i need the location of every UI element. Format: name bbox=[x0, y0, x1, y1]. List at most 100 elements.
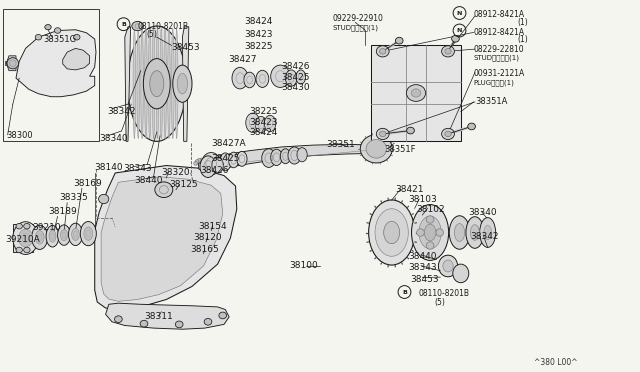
Ellipse shape bbox=[376, 46, 389, 57]
Ellipse shape bbox=[466, 217, 484, 248]
Ellipse shape bbox=[200, 156, 216, 177]
Ellipse shape bbox=[296, 70, 306, 84]
Text: (5): (5) bbox=[146, 31, 157, 39]
Text: 38421: 38421 bbox=[396, 185, 424, 194]
Ellipse shape bbox=[468, 123, 476, 130]
Ellipse shape bbox=[426, 216, 434, 223]
Ellipse shape bbox=[173, 65, 192, 102]
Ellipse shape bbox=[297, 148, 307, 162]
Text: N: N bbox=[457, 10, 462, 16]
Text: 38351G: 38351G bbox=[44, 35, 77, 44]
Ellipse shape bbox=[406, 127, 414, 134]
Text: 38169: 38169 bbox=[74, 179, 102, 187]
Ellipse shape bbox=[219, 312, 227, 319]
Text: 38300: 38300 bbox=[6, 131, 33, 140]
Ellipse shape bbox=[453, 264, 468, 283]
Ellipse shape bbox=[197, 158, 201, 162]
Ellipse shape bbox=[54, 28, 61, 33]
Text: 39210: 39210 bbox=[32, 223, 61, 232]
Text: 08110-8201B: 08110-8201B bbox=[419, 289, 470, 298]
Ellipse shape bbox=[141, 29, 143, 138]
Text: 38342: 38342 bbox=[108, 107, 136, 116]
Ellipse shape bbox=[58, 225, 70, 246]
Polygon shape bbox=[106, 303, 229, 329]
Ellipse shape bbox=[271, 149, 282, 166]
Text: ^380 L00^: ^380 L00^ bbox=[534, 358, 578, 367]
Ellipse shape bbox=[449, 216, 470, 249]
Text: B: B bbox=[121, 22, 126, 27]
Ellipse shape bbox=[445, 48, 451, 54]
Text: 38453: 38453 bbox=[410, 275, 439, 283]
Ellipse shape bbox=[19, 229, 33, 247]
Ellipse shape bbox=[160, 29, 163, 138]
Polygon shape bbox=[13, 224, 33, 252]
Text: 38440: 38440 bbox=[134, 176, 163, 185]
Ellipse shape bbox=[412, 205, 449, 260]
Text: 38320: 38320 bbox=[161, 168, 190, 177]
Text: 38426: 38426 bbox=[200, 166, 229, 174]
Ellipse shape bbox=[262, 149, 276, 167]
Text: 38423: 38423 bbox=[244, 30, 273, 39]
Ellipse shape bbox=[143, 58, 170, 109]
Ellipse shape bbox=[480, 218, 496, 247]
Text: 38340: 38340 bbox=[99, 134, 128, 143]
Ellipse shape bbox=[454, 224, 465, 241]
Text: 08912-8421A: 08912-8421A bbox=[474, 10, 525, 19]
Ellipse shape bbox=[380, 48, 386, 54]
Ellipse shape bbox=[244, 72, 255, 88]
Polygon shape bbox=[198, 144, 384, 173]
Ellipse shape bbox=[264, 115, 276, 132]
Ellipse shape bbox=[35, 231, 44, 244]
Ellipse shape bbox=[24, 223, 30, 229]
Polygon shape bbox=[63, 48, 90, 70]
Text: 38351F: 38351F bbox=[384, 145, 415, 154]
Text: 39210A: 39210A bbox=[5, 235, 40, 244]
Ellipse shape bbox=[16, 247, 22, 253]
Ellipse shape bbox=[24, 247, 30, 253]
Ellipse shape bbox=[380, 131, 386, 137]
Ellipse shape bbox=[452, 35, 460, 42]
Ellipse shape bbox=[140, 320, 148, 327]
Polygon shape bbox=[26, 230, 95, 242]
Text: 38424: 38424 bbox=[244, 17, 273, 26]
Ellipse shape bbox=[72, 228, 79, 241]
Ellipse shape bbox=[206, 164, 210, 167]
Ellipse shape bbox=[32, 225, 47, 250]
Ellipse shape bbox=[202, 153, 221, 175]
Text: 38351: 38351 bbox=[326, 140, 355, 149]
Ellipse shape bbox=[419, 216, 442, 249]
Ellipse shape bbox=[445, 131, 451, 137]
Ellipse shape bbox=[81, 221, 97, 246]
Text: PLUGプラグ(1): PLUGプラグ(1) bbox=[474, 79, 515, 86]
Text: 38351A: 38351A bbox=[475, 97, 508, 106]
Ellipse shape bbox=[246, 113, 260, 132]
Text: 38427: 38427 bbox=[228, 55, 257, 64]
Ellipse shape bbox=[384, 221, 399, 244]
Text: 38342: 38342 bbox=[470, 232, 499, 241]
Ellipse shape bbox=[220, 153, 231, 171]
Ellipse shape bbox=[49, 230, 56, 242]
Ellipse shape bbox=[155, 182, 173, 198]
Ellipse shape bbox=[175, 29, 178, 138]
Text: 09229-22910: 09229-22910 bbox=[333, 14, 383, 23]
Ellipse shape bbox=[175, 321, 183, 328]
Ellipse shape bbox=[204, 160, 208, 163]
Text: 38440: 38440 bbox=[408, 252, 437, 261]
Polygon shape bbox=[371, 45, 461, 141]
Ellipse shape bbox=[115, 316, 122, 323]
Ellipse shape bbox=[443, 260, 453, 272]
Text: 00931-2121A: 00931-2121A bbox=[474, 69, 525, 78]
Ellipse shape bbox=[13, 222, 38, 254]
Ellipse shape bbox=[84, 227, 93, 240]
Ellipse shape bbox=[45, 25, 51, 30]
Ellipse shape bbox=[366, 140, 387, 158]
Ellipse shape bbox=[35, 34, 42, 40]
Polygon shape bbox=[16, 30, 96, 97]
Ellipse shape bbox=[152, 29, 155, 138]
Ellipse shape bbox=[228, 152, 239, 168]
Ellipse shape bbox=[204, 318, 212, 325]
Text: 38340: 38340 bbox=[468, 208, 497, 217]
Text: 38125: 38125 bbox=[170, 180, 198, 189]
Ellipse shape bbox=[99, 194, 109, 203]
Ellipse shape bbox=[202, 158, 206, 162]
